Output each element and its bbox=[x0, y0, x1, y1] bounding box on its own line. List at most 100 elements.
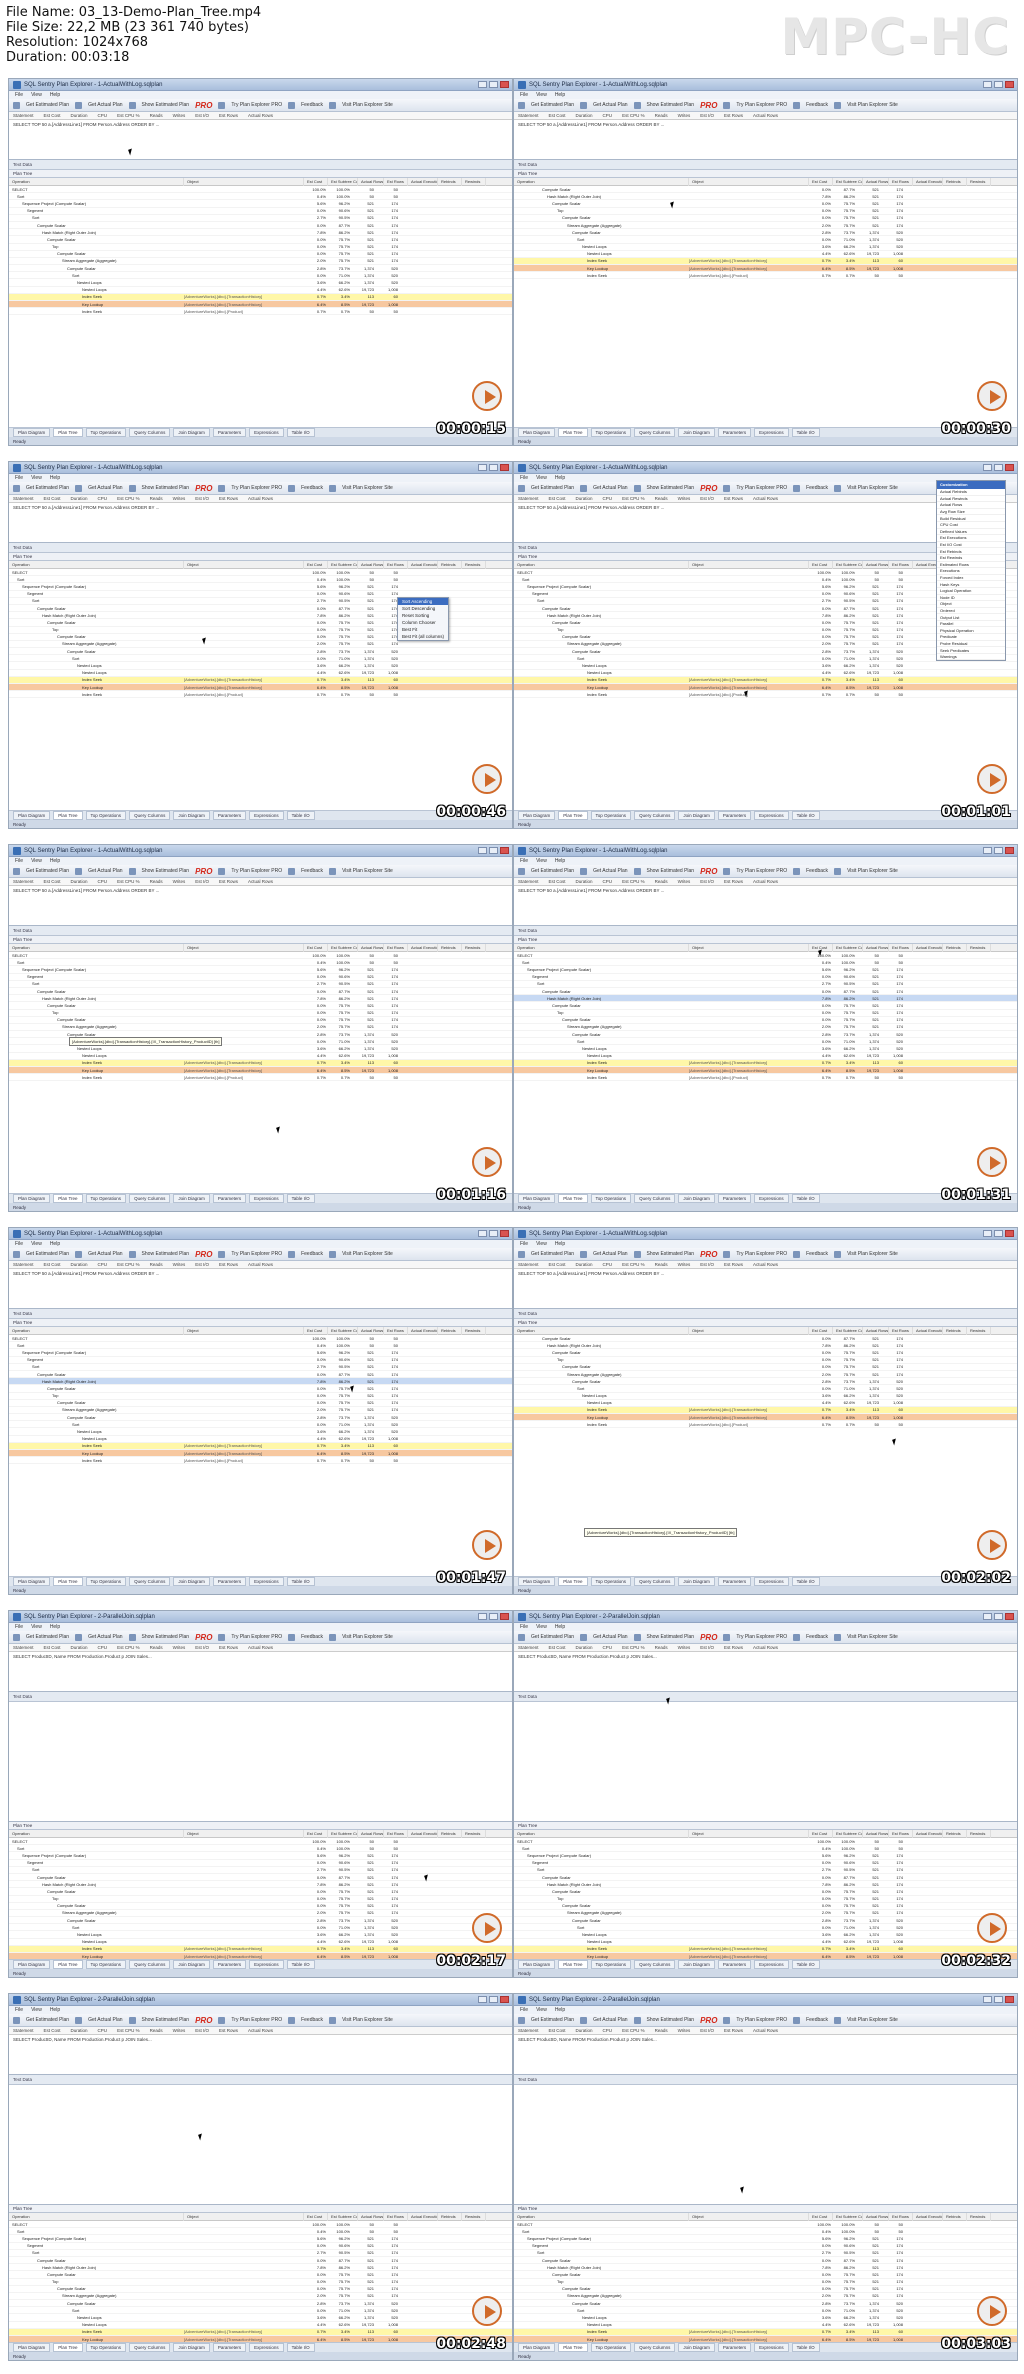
statement-column-header[interactable]: Duration bbox=[70, 2028, 88, 2033]
text-data-panel[interactable]: Text Data bbox=[9, 1309, 512, 1319]
statement-column-header[interactable]: Statement bbox=[13, 1262, 34, 1267]
table-row[interactable]: Segment 0.0% 90.6% 521 174 bbox=[9, 2243, 512, 2250]
context-menu-item[interactable]: Reset Sorting bbox=[402, 613, 430, 618]
table-row[interactable]: Compute Scalar 0.0% 75.7% 521 174 bbox=[9, 1002, 512, 1010]
video-thumbnail[interactable]: SQL Sentry Plan Explorer - 1-ActualWithL… bbox=[8, 78, 513, 446]
tab-plan-tree[interactable]: Plan Tree bbox=[558, 811, 588, 820]
plan-column-header[interactable]: Est Cost bbox=[304, 1830, 328, 1838]
table-row[interactable]: Sequence Project (Compute Scalar) 5.6% 96.… bbox=[9, 1852, 512, 1860]
toolbar-button[interactable]: Show Estimated Plan bbox=[646, 2017, 695, 2023]
table-row[interactable]: Compute Scalar 2.8% 73.7% 1,374 520 bbox=[514, 2300, 1017, 2308]
column-chooser-item[interactable]: Build Residual bbox=[937, 515, 1005, 522]
statement-column-header[interactable]: Est Rows bbox=[219, 496, 239, 501]
toolbar-button[interactable]: Get Estimated Plan bbox=[26, 868, 70, 874]
table-row[interactable]: Top 0.0% 75.7% 521 174 bbox=[514, 627, 1017, 634]
tab-plan-diagram[interactable]: Plan Diagram bbox=[518, 1577, 556, 1586]
toolbar-icon[interactable] bbox=[288, 1633, 296, 1641]
close-icon[interactable] bbox=[1005, 1230, 1014, 1237]
play-icon[interactable] bbox=[977, 2296, 1007, 2326]
statement-column-header[interactable]: Writes bbox=[677, 1645, 691, 1650]
tab-table-i-o[interactable]: Table I/O bbox=[286, 2343, 315, 2352]
plan-column-header[interactable]: Rebinds bbox=[943, 2213, 967, 2221]
toolbar-button[interactable]: Show Estimated Plan bbox=[646, 485, 695, 491]
plan-column-header[interactable]: Est Subtree Cost bbox=[328, 944, 358, 952]
table-row[interactable]: Hash Match (Right Outer Join) 7.8% 86.2% 52… bbox=[514, 1342, 1017, 1350]
toolbar-icon[interactable] bbox=[218, 2016, 226, 2024]
tab-top-operations[interactable]: Top Operations bbox=[590, 1960, 632, 1969]
menu-item[interactable]: Help bbox=[49, 475, 61, 481]
tab-expressions[interactable]: Expressions bbox=[754, 2343, 789, 2352]
table-row[interactable]: Index Seek [AdventureWorks].[dbo].[Transa… bbox=[514, 1945, 1017, 1953]
plan-column-header[interactable]: Actual Rows bbox=[358, 2213, 384, 2221]
menu-item[interactable]: View bbox=[31, 92, 42, 98]
table-row[interactable]: Compute Scalar 2.8% 73.7% 1,374 520 bbox=[9, 2300, 512, 2308]
toolbar-button[interactable]: Get Estimated Plan bbox=[531, 1251, 575, 1257]
statement-row[interactable]: SELECT TOP 50 a.[AddressLine1] FROM Pers… bbox=[9, 886, 512, 894]
table-row[interactable]: Index Seek [AdventureWorks].[dbo].[Produc… bbox=[514, 272, 1017, 280]
toolbar-icon[interactable] bbox=[793, 1633, 801, 1641]
statement-column-header[interactable]: Statement bbox=[518, 879, 539, 884]
statement-column-header[interactable]: Est I/O bbox=[700, 1262, 715, 1267]
tab-expressions[interactable]: Expressions bbox=[249, 428, 284, 437]
table-row[interactable]: Key Lookup [AdventureWorks].[dbo].[Transa… bbox=[514, 1953, 1017, 1959]
tab-join-diagram[interactable]: Join Diagram bbox=[173, 428, 210, 437]
toolbar-button[interactable]: Feedback bbox=[301, 868, 324, 874]
toolbar-icon[interactable] bbox=[128, 867, 136, 875]
statement-column-header[interactable]: Est I/O bbox=[700, 879, 715, 884]
table-row[interactable]: Index Seek [AdventureWorks].[dbo].[Transa… bbox=[514, 2328, 1017, 2336]
column-chooser-item[interactable]: Actual Rebinds bbox=[937, 489, 1005, 496]
table-row[interactable]: Compute Scalar 0.0% 75.7% 521 174 bbox=[514, 1002, 1017, 1010]
video-thumbnail[interactable]: SQL Sentry Plan Explorer - 1-ActualWithL… bbox=[513, 844, 1018, 1212]
table-row[interactable]: Top 0.0% 75.7% 521 174 bbox=[9, 627, 512, 634]
table-row[interactable]: Nested Loops 3.6% 66.2% 1,374 520 bbox=[514, 1931, 1017, 1939]
tab-query-columns[interactable]: Query Columns bbox=[634, 811, 676, 820]
statement-column-header[interactable]: Est Rows bbox=[219, 1645, 239, 1650]
column-chooser-item[interactable]: Warnings bbox=[937, 654, 1005, 661]
table-row[interactable]: Nested Loops 3.6% 66.2% 1,374 520 bbox=[9, 1931, 512, 1939]
statement-row[interactable]: SELECT TOP 50 a.[AddressLine1] FROM Pers… bbox=[9, 120, 512, 128]
toolbar-button[interactable]: Show Estimated Plan bbox=[646, 1634, 695, 1640]
tab-query-columns[interactable]: Query Columns bbox=[634, 1194, 676, 1203]
close-icon[interactable] bbox=[500, 847, 509, 854]
plan-column-header[interactable]: Est Rows bbox=[889, 944, 913, 952]
table-row[interactable]: Sequence Project (Compute Scalar) 5.6% 96.… bbox=[514, 2235, 1017, 2243]
toolbar-button[interactable]: Feedback bbox=[806, 1634, 829, 1640]
text-data-panel[interactable]: Text Data bbox=[9, 926, 512, 936]
tab-plan-tree[interactable]: Plan Tree bbox=[53, 811, 83, 820]
plan-column-header[interactable]: Actual Executions bbox=[408, 561, 438, 569]
text-data-panel[interactable]: Text Data bbox=[514, 1692, 1017, 1702]
tab-query-columns[interactable]: Query Columns bbox=[129, 1960, 171, 1969]
tab-plan-diagram[interactable]: Plan Diagram bbox=[13, 428, 51, 437]
table-row[interactable]: Hash Match (Right Outer Join) 7.8% 86.2% 52… bbox=[9, 1378, 512, 1386]
plan-column-header[interactable]: Actual Executions bbox=[408, 944, 438, 952]
table-row[interactable]: Compute Scalar 2.8% 73.7% 1,374 520 bbox=[514, 1917, 1017, 1925]
text-data-panel[interactable]: Text Data bbox=[514, 160, 1017, 170]
statement-row[interactable]: SELECT ProductID, Name FROM Production.P… bbox=[514, 1652, 1017, 1660]
toolbar-icon[interactable] bbox=[580, 484, 588, 492]
table-row[interactable]: Sequence Project (Compute Scalar) 5.6% 96.… bbox=[9, 966, 512, 974]
toolbar-icon[interactable] bbox=[218, 484, 226, 492]
toolbar-icon[interactable] bbox=[218, 1633, 226, 1641]
tab-parameters[interactable]: Parameters bbox=[212, 428, 247, 437]
table-row[interactable]: Segment 0.0% 90.6% 521 174 bbox=[9, 974, 512, 981]
plan-column-header[interactable]: Operation bbox=[9, 561, 184, 569]
plan-column-header[interactable]: Est Rows bbox=[889, 2213, 913, 2221]
tab-top-operations[interactable]: Top Operations bbox=[85, 1960, 127, 1969]
table-row[interactable]: Index Seek [AdventureWorks].[dbo].[Transa… bbox=[9, 293, 512, 301]
table-row[interactable]: Nested Loops 4.4% 62.6% 19,723 1,008 bbox=[9, 670, 512, 677]
table-row[interactable]: Top 0.0% 75.7% 521 174 bbox=[9, 2279, 512, 2286]
table-row[interactable]: Nested Loops 3.6% 66.2% 1,374 520 bbox=[514, 1393, 1017, 1400]
statement-column-header[interactable]: CPU bbox=[97, 1645, 108, 1650]
table-row[interactable]: Compute Scalar 2.8% 73.7% 1,374 520 bbox=[514, 229, 1017, 237]
table-row[interactable]: Nested Loops 3.6% 66.2% 1,374 520 bbox=[514, 244, 1017, 251]
tab-plan-diagram[interactable]: Plan Diagram bbox=[13, 811, 51, 820]
tab-top-operations[interactable]: Top Operations bbox=[590, 428, 632, 437]
table-row[interactable]: Compute Scalar 0.0% 87.7% 521 174 bbox=[514, 2257, 1017, 2265]
statement-column-header[interactable]: CPU bbox=[97, 2028, 108, 2033]
toolbar-icon[interactable] bbox=[723, 867, 731, 875]
table-row[interactable]: Sequence Project (Compute Scalar) 5.6% 96.… bbox=[9, 1349, 512, 1357]
table-row[interactable]: Key Lookup [AdventureWorks].[dbo].[Transa… bbox=[514, 2336, 1017, 2342]
statement-column-header[interactable]: CPU bbox=[602, 879, 613, 884]
